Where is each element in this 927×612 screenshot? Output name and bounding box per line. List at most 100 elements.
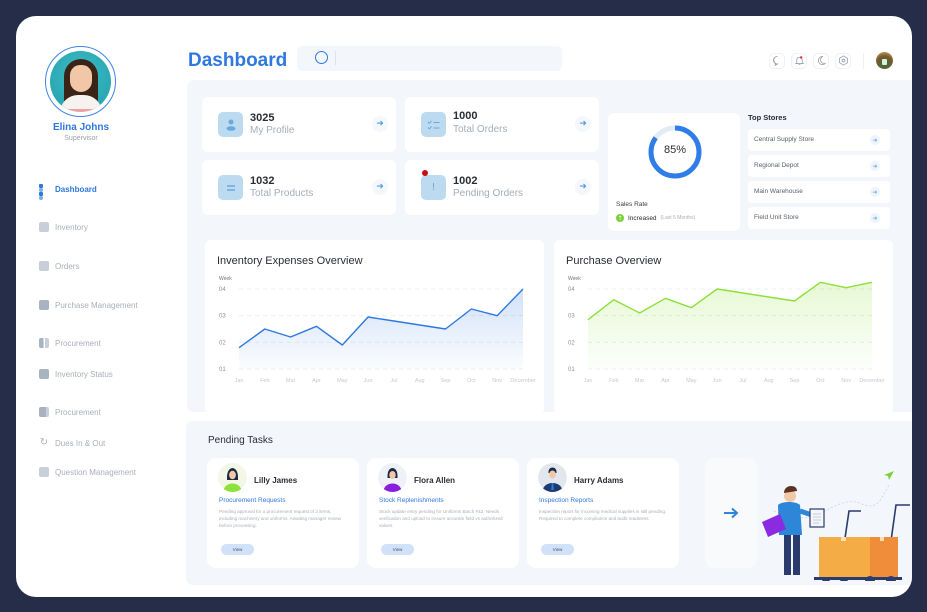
purchase-line-chart: Week 01 02 03 04 Jan Feb Mar Apr May Jun Jul Aug Sep O… bbox=[568, 276, 885, 384]
header-divider bbox=[863, 52, 864, 69]
svg-text:Jul: Jul bbox=[739, 378, 746, 384]
refresh-icon: ↻ bbox=[39, 437, 49, 448]
store-item[interactable]: Main Warehouse ➜ bbox=[748, 181, 890, 203]
sales-status-period: (Last 5 Months) bbox=[660, 215, 696, 221]
view-button[interactable]: View bbox=[381, 544, 414, 555]
grid-icon bbox=[39, 184, 49, 200]
stat-card-total-orders[interactable]: 1000 Total Orders ➜ bbox=[405, 97, 599, 152]
svg-text:Oct: Oct bbox=[467, 378, 476, 384]
sales-rate-status: ↑ Increased (Last 5 Months) bbox=[616, 214, 695, 222]
settings-button[interactable] bbox=[835, 52, 851, 69]
svg-text:02: 02 bbox=[568, 340, 575, 346]
list-icon bbox=[218, 175, 243, 200]
overview-panel: 3025 My Profile ➜ 1000 Total Orders ➜ 10… bbox=[187, 80, 912, 414]
alert-icon: ! bbox=[421, 175, 446, 200]
profile-avatar[interactable] bbox=[45, 46, 116, 117]
theme-toggle-button[interactable] bbox=[813, 52, 829, 69]
profile-photo bbox=[50, 51, 111, 112]
svg-text:May: May bbox=[337, 378, 348, 384]
arrow-right-icon[interactable]: ➜ bbox=[575, 116, 591, 132]
svg-text:02: 02 bbox=[219, 340, 226, 346]
stat-value: 1032 bbox=[250, 175, 275, 187]
arrow-up-icon: ↑ bbox=[616, 214, 624, 222]
view-button[interactable]: View bbox=[541, 544, 574, 555]
task-description: Inspection report for incoming medical s… bbox=[539, 509, 667, 521]
task-assignee: Harry Adams bbox=[574, 476, 624, 485]
sidebar-item-dashboard[interactable]: Dashboard bbox=[39, 184, 97, 200]
store-name: Main Warehouse bbox=[754, 188, 803, 195]
sidebar-item-purchase-management[interactable]: Purchase Management bbox=[39, 300, 138, 310]
bell-icon bbox=[794, 56, 804, 65]
sales-status-text: Increased bbox=[628, 214, 657, 222]
purchase-overview-chart: Purchase Overview Week 01 02 03 04 Jan Feb Mar A… bbox=[554, 240, 893, 414]
svg-text:Apr: Apr bbox=[661, 378, 670, 384]
svg-text:Jun: Jun bbox=[364, 378, 373, 384]
avatar bbox=[378, 463, 407, 492]
store-item[interactable]: Central Supply Store ➜ bbox=[748, 129, 890, 151]
chat-button[interactable] bbox=[769, 52, 785, 69]
svg-text:Oct: Oct bbox=[816, 378, 825, 384]
store-name: Field Unit Store bbox=[754, 214, 799, 221]
arrow-right-icon: ➜ bbox=[870, 187, 880, 197]
svg-text:Mar: Mar bbox=[286, 378, 296, 384]
procurement-icon bbox=[39, 338, 49, 348]
view-button[interactable]: View bbox=[221, 544, 254, 555]
arrow-right-icon: ➜ bbox=[870, 135, 880, 145]
purchase-icon bbox=[39, 300, 49, 310]
store-item[interactable]: Regional Depot ➜ bbox=[748, 155, 890, 177]
svg-text:03: 03 bbox=[219, 314, 226, 320]
sidebar-item-inventory[interactable]: Inventory bbox=[39, 222, 88, 232]
user-icon bbox=[218, 112, 243, 137]
stat-value: 1000 bbox=[453, 110, 478, 122]
pending-tasks-panel: Pending Tasks Lilly James Procurement Re… bbox=[186, 421, 912, 585]
sales-rate-percent: 85% bbox=[663, 144, 687, 156]
stat-card-my-profile[interactable]: 3025 My Profile ➜ bbox=[202, 97, 396, 152]
chart-title: Inventory Expenses Overview bbox=[217, 255, 363, 267]
task-type-link[interactable]: Inspection Reports bbox=[539, 497, 594, 504]
stat-value: 3025 bbox=[250, 112, 275, 124]
question-icon bbox=[39, 467, 49, 477]
settings-icon bbox=[838, 55, 848, 66]
arrow-right-icon: ➜ bbox=[870, 161, 880, 171]
svg-text:Aug: Aug bbox=[415, 378, 425, 384]
delivery-illustration bbox=[762, 471, 910, 581]
arrow-right-icon[interactable]: ➜ bbox=[372, 116, 388, 132]
svg-text:Week: Week bbox=[568, 276, 581, 282]
more-tasks-button[interactable] bbox=[705, 458, 757, 568]
task-type-link[interactable]: Stock Replenishments bbox=[379, 497, 444, 504]
svg-text:Nov: Nov bbox=[841, 378, 851, 384]
task-card: Lilly James Procurement Requests Pending… bbox=[207, 458, 359, 568]
store-name: Regional Depot bbox=[754, 162, 799, 169]
svg-text:Mar: Mar bbox=[635, 378, 645, 384]
sidebar-item-question-management[interactable]: Question Management bbox=[39, 467, 136, 477]
search-bar[interactable] bbox=[297, 46, 562, 71]
stat-card-total-products[interactable]: 1032 Total Products ➜ bbox=[202, 160, 396, 215]
profile-role: Supervisor bbox=[64, 135, 98, 142]
stat-label: Pending Orders bbox=[453, 188, 524, 199]
sidebar-item-procurement[interactable]: Procurement bbox=[39, 338, 101, 348]
procurement-icon bbox=[39, 407, 49, 417]
task-assignee: Flora Allen bbox=[414, 476, 456, 485]
stat-card-pending-orders[interactable]: ! 1002 Pending Orders ➜ bbox=[405, 160, 599, 215]
arrow-right-icon: ➜ bbox=[870, 213, 880, 223]
svg-text:Sep: Sep bbox=[441, 378, 451, 384]
header-avatar[interactable] bbox=[876, 52, 893, 69]
svg-text:03: 03 bbox=[568, 314, 575, 320]
sidebar-item-orders[interactable]: Orders bbox=[39, 261, 79, 271]
stat-value: 1002 bbox=[453, 175, 478, 187]
sidebar-item-inventory-status[interactable]: Inventory Status bbox=[39, 369, 113, 379]
search-input[interactable] bbox=[339, 46, 554, 71]
arrow-right-icon[interactable]: ➜ bbox=[575, 179, 591, 195]
sidebar-item-dues[interactable]: ↻ Dues In & Out bbox=[39, 437, 106, 448]
header-actions bbox=[769, 52, 893, 69]
store-item[interactable]: Field Unit Store ➜ bbox=[748, 207, 890, 229]
task-assignee: Lilly James bbox=[254, 476, 298, 485]
inventory-icon bbox=[39, 222, 49, 232]
sidebar-item-procurement-2[interactable]: Procurement bbox=[39, 407, 101, 417]
arrow-right-icon[interactable]: ➜ bbox=[372, 179, 388, 195]
task-type-link[interactable]: Procurement Requests bbox=[219, 497, 286, 504]
store-name: Central Supply Store bbox=[754, 136, 814, 143]
profile-name: Elina Johns bbox=[52, 122, 110, 133]
inventory-expenses-chart: Inventory Expenses Overview Week 01 02 03 04… bbox=[205, 240, 544, 414]
notifications-button[interactable] bbox=[791, 52, 807, 69]
